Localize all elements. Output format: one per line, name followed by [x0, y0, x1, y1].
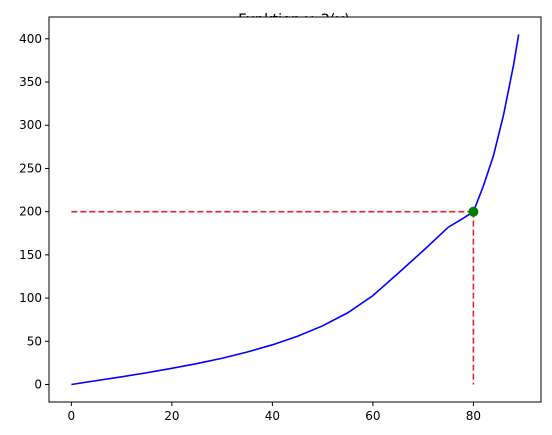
- y-tick-label: 400: [19, 32, 42, 46]
- y-tick-label: 300: [19, 118, 42, 132]
- y-tick-label: 0: [34, 378, 42, 392]
- y-tick-label: 200: [19, 205, 42, 219]
- function-curve: [71, 34, 520, 386]
- series-layer: [71, 34, 520, 386]
- x-tick-label: 0: [68, 409, 76, 423]
- tick-layer: 0 20 40 60 80 0 50 100 150 200 250 300 350 400: [19, 32, 481, 423]
- y-tick-label: 50: [27, 334, 42, 348]
- plot-area: [49, 17, 541, 402]
- x-tick-label: 40: [265, 409, 280, 423]
- intersection-marker: [468, 206, 479, 217]
- y-tick-label: 250: [19, 161, 42, 175]
- x-tick-label: 80: [466, 409, 481, 423]
- y-tick-label: 100: [19, 291, 42, 305]
- plot-frame: [48, 16, 542, 403]
- y-tick-label: 350: [19, 75, 42, 89]
- x-tick-label: 20: [164, 409, 179, 423]
- x-tick-label: 60: [365, 409, 380, 423]
- y-tick-label: 150: [19, 248, 42, 262]
